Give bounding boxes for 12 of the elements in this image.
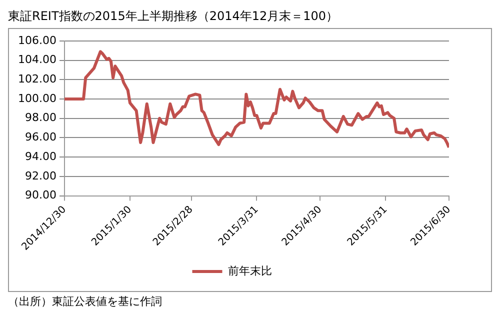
y-tick-label: 94.00 <box>24 150 56 163</box>
y-tick-label: 100.00 <box>18 92 56 105</box>
y-tick-label: 104.00 <box>18 53 56 66</box>
y-tick-label: 96.00 <box>24 130 56 144</box>
y-tick-label: 102.00 <box>18 72 56 86</box>
y-tick-label: 90.00 <box>24 188 56 202</box>
text: （出所）東証公表値を基に作詞 <box>8 294 163 309</box>
chart-title: 東証REIT指数の2015年上半期推移（2014年12月末＝100） <box>8 8 340 25</box>
legend-label: 前年末比 <box>228 264 272 278</box>
y-tick-label: 106.00 <box>18 34 56 47</box>
y-tick-label: 98.00 <box>24 111 56 124</box>
y-tick-label: 92.00 <box>24 169 56 182</box>
